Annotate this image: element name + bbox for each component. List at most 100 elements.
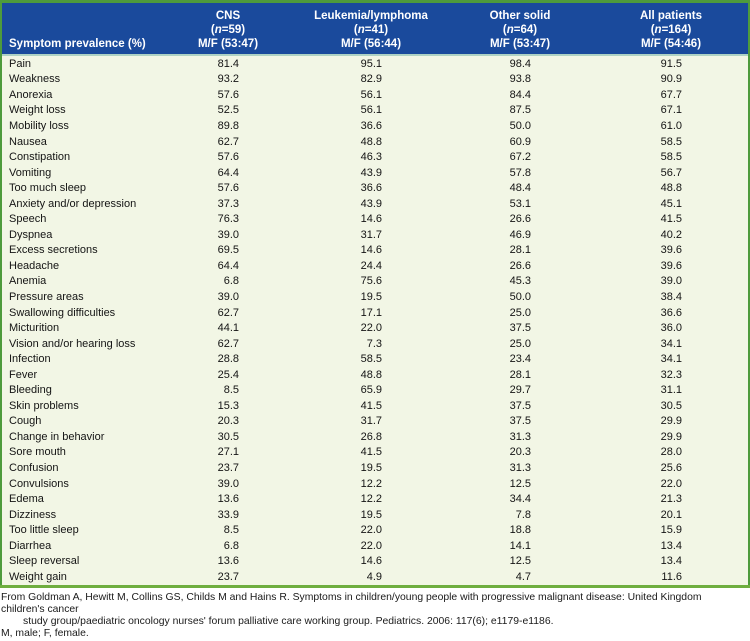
value-cell: 34.1 <box>660 337 682 350</box>
value-cell: 13.6 <box>217 493 239 506</box>
value-cell: 6.8 <box>223 275 239 288</box>
value-cell: 57.6 <box>217 182 239 195</box>
value-cell: 81.4 <box>217 57 239 70</box>
value-cell: 43.9 <box>360 166 382 179</box>
value-cell: 7.8 <box>515 508 531 521</box>
value-cell: 40.2 <box>660 228 682 241</box>
value-cell: 14.1 <box>509 539 531 552</box>
value-cell: 56.1 <box>360 88 382 101</box>
value-cell: 31.7 <box>360 415 382 428</box>
symptom-label: Constipation <box>9 151 71 164</box>
value-cell: 89.8 <box>217 119 239 132</box>
symptom-label: Infection <box>9 353 51 366</box>
table-row: Diarrhea 6.8 22.0 14.1 13.4 <box>2 538 748 554</box>
value-cell: 31.7 <box>360 228 382 241</box>
value-cell: 36.6 <box>660 306 682 319</box>
table-row: Too much sleep 57.6 36.6 48.4 48.8 <box>2 180 748 196</box>
value-cell: 84.4 <box>509 88 531 101</box>
group-n-count: (n=41) <box>353 23 389 36</box>
value-cell: 39.0 <box>217 290 239 303</box>
value-cell: 67.2 <box>509 151 531 164</box>
value-cell: 58.5 <box>660 135 682 148</box>
value-cell: 7.3 <box>366 337 382 350</box>
value-cell: 12.2 <box>360 477 382 490</box>
symptom-label: Mobility loss <box>9 119 69 132</box>
value-cell: 36.0 <box>660 322 682 335</box>
value-cell: 18.8 <box>509 524 531 537</box>
value-cell: 29.7 <box>509 384 531 397</box>
value-cell: 52.5 <box>217 104 239 117</box>
value-cell: 76.3 <box>217 213 239 226</box>
value-cell: 14.6 <box>360 213 382 226</box>
value-cell: 41.5 <box>360 399 382 412</box>
group-n-count: (n=64) <box>502 23 538 36</box>
symptom-label: Vomiting <box>9 166 52 179</box>
group-mf-ratio: M/F (53:47) <box>489 37 551 50</box>
value-cell: 28.0 <box>660 446 682 459</box>
symptom-label: Speech <box>9 213 47 226</box>
column-header-other-solid: Other solid (n=64) M/F (53:47) <box>446 3 594 54</box>
table-row: Vision and/or hearing loss 62.7 7.3 25.0 34.… <box>2 336 748 352</box>
value-cell: 6.8 <box>223 539 239 552</box>
symptom-label: Cough <box>9 415 42 428</box>
value-cell: 65.9 <box>360 384 382 397</box>
value-cell: 22.0 <box>360 524 382 537</box>
value-cell: 91.5 <box>660 57 682 70</box>
symptom-label: Skin problems <box>9 399 79 412</box>
symptom-label: Weight loss <box>9 104 66 117</box>
symptom-label: Convulsions <box>9 477 69 490</box>
table-row: Cough 20.3 31.7 37.5 29.9 <box>2 414 748 430</box>
table-row: Weakness 93.2 82.9 93.8 90.9 <box>2 72 748 88</box>
value-cell: 93.2 <box>217 73 239 86</box>
value-cell: 11.6 <box>661 570 682 583</box>
table-row: Nausea 62.7 48.8 60.9 58.5 <box>2 134 748 150</box>
value-cell: 53.1 <box>509 197 531 210</box>
value-cell: 30.5 <box>217 430 239 443</box>
citation-line-2: study group/paediatric oncology nurses' … <box>23 616 554 628</box>
value-cell: 23.7 <box>217 461 239 474</box>
symptom-label: Weight gain <box>9 570 67 583</box>
table-row: Too little sleep 8.5 22.0 18.8 15.9 <box>2 522 748 538</box>
value-cell: 23.7 <box>217 570 239 583</box>
symptom-label: Pressure areas <box>9 290 84 303</box>
table-row: Headache 64.4 24.4 26.6 39.6 <box>2 258 748 274</box>
value-cell: 95.1 <box>360 57 382 70</box>
symptom-label: Edema <box>9 493 44 506</box>
value-cell: 98.4 <box>509 57 531 70</box>
table-row: Dizziness 33.9 19.5 7.8 20.1 <box>2 507 748 523</box>
table-row: Pressure areas 39.0 19.5 50.0 38.4 <box>2 289 748 305</box>
value-cell: 29.9 <box>660 415 682 428</box>
value-cell: 12.5 <box>509 555 531 568</box>
header-separator-line <box>2 54 748 56</box>
group-n-count: (n=59) <box>210 23 246 36</box>
value-cell: 82.9 <box>360 73 382 86</box>
symptom-label: Anorexia <box>9 88 53 101</box>
value-cell: 90.9 <box>660 73 682 86</box>
symptom-label: Confusion <box>9 461 59 474</box>
table-row: Weight loss 52.5 56.1 87.5 67.1 <box>2 103 748 119</box>
table-row: Mobility loss 89.8 36.6 50.0 61.0 <box>2 118 748 134</box>
symptom-label: Change in behavior <box>9 430 105 443</box>
table-body: Pain 81.4 95.1 98.4 91.5 Weakness 93.2 82.9 93.8… <box>2 56 748 585</box>
value-cell: 31.3 <box>509 461 531 474</box>
symptom-label: Excess secretions <box>9 244 98 257</box>
value-cell: 12.5 <box>509 477 531 490</box>
value-cell: 13.4 <box>660 555 682 568</box>
value-cell: 13.4 <box>660 539 682 552</box>
symptom-label: Too much sleep <box>9 182 87 195</box>
value-cell: 38.4 <box>660 290 682 303</box>
table-row: Anxiety and/or depression 37.3 43.9 53.1 45.… <box>2 196 748 212</box>
abbreviation-key: M, male; F, female. <box>1 628 89 640</box>
group-n-count: (n=164) <box>650 23 692 36</box>
table-row: Pain 81.4 95.1 98.4 91.5 <box>2 56 748 72</box>
value-cell: 93.8 <box>509 73 531 86</box>
value-cell: 62.7 <box>217 135 239 148</box>
symptom-label: Anemia <box>9 275 47 288</box>
value-cell: 60.9 <box>509 135 531 148</box>
table-row: Fever 25.4 48.8 28.1 32.3 <box>2 367 748 383</box>
symptom-label: Diarrhea <box>9 539 52 552</box>
value-cell: 24.4 <box>360 259 382 272</box>
value-cell: 57.6 <box>217 151 239 164</box>
value-cell: 46.3 <box>360 151 382 164</box>
value-cell: 39.6 <box>660 259 682 272</box>
